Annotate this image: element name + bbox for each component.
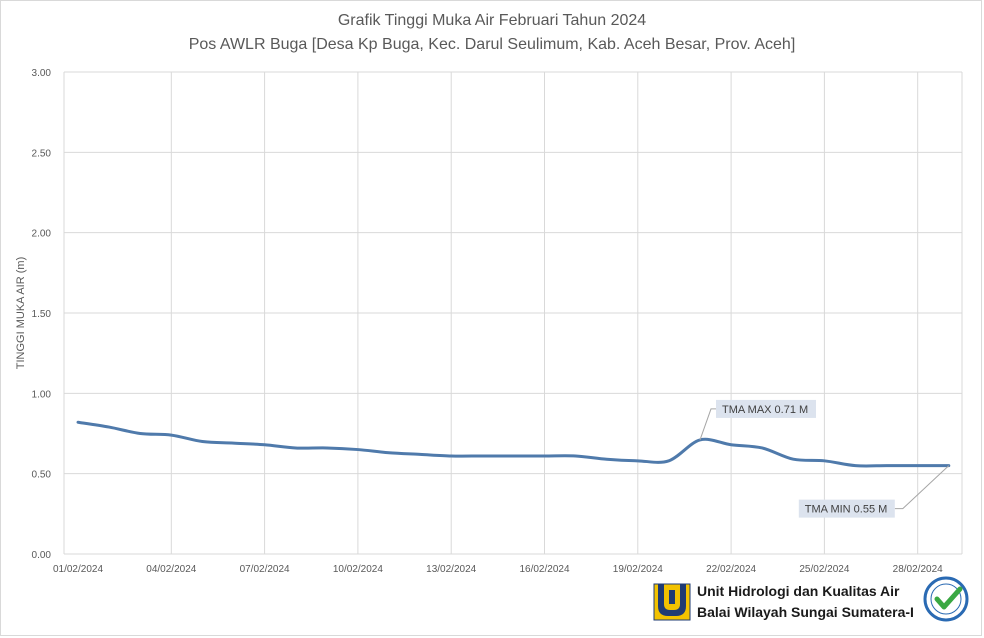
grid-lines (64, 71, 963, 554)
certified-badge-icon (923, 576, 969, 622)
x-tick-label: 10/02/2024 (333, 564, 383, 575)
callout-text: TMA MIN 0.55 M (805, 504, 888, 516)
pu-logo (653, 583, 691, 621)
footer-office-name: Balai Wilayah Sungai Sumatera-I (697, 604, 914, 620)
y-tick-label: 0.50 (32, 470, 52, 481)
chart-subtitle: Pos AWLR Buga [Desa Kp Buga, Kec. Darul … (188, 36, 796, 53)
chart-title: Grafik Tinggi Muka Air Februari Tahun 20… (337, 12, 647, 29)
y-tick-label: 1.50 (32, 309, 52, 320)
y-tick-label: 3.00 (32, 68, 52, 79)
y-tick-label: 0.00 (32, 550, 52, 561)
leader-line (894, 465, 950, 510)
leader-line (699, 408, 716, 441)
min-annotation: TMA MIN 0.55 M (798, 465, 950, 518)
footer-unit-name: Unit Hidrologi dan Kualitas Air (697, 583, 900, 599)
x-tick-label: 01/02/2024 (53, 564, 103, 575)
y-tick-label: 2.00 (32, 229, 52, 240)
series-layer (76, 420, 951, 468)
y-axis-label: TINGGI MUKA AIR (m) (15, 257, 27, 369)
x-tick-label: 19/02/2024 (613, 564, 663, 575)
y-tick-label: 1.00 (32, 389, 52, 400)
x-tick-label: 13/02/2024 (426, 564, 476, 575)
y-tick-labels: 0.00 0.50 1.00 1.50 2.00 2.50 3.00 (32, 68, 52, 561)
x-tick-label: 22/02/2024 (706, 564, 756, 575)
x-tick-label: 25/02/2024 (799, 564, 849, 575)
x-tick-label: 16/02/2024 (519, 564, 569, 575)
callout-box (798, 499, 895, 518)
annotations: TMA MAX 0.71 M TMA MIN 0.55 M (699, 399, 950, 518)
series-line (76, 420, 951, 468)
axes (63, 72, 962, 555)
x-tick-label: 04/02/2024 (146, 564, 196, 575)
x-tick-labels: 01/02/2024 04/02/2024 07/02/2024 10/02/2024… (53, 564, 943, 575)
x-tick-label: 28/02/2024 (893, 564, 943, 575)
callout-text: TMA MAX 0.71 M (722, 404, 808, 416)
x-tick-label: 07/02/2024 (240, 564, 290, 575)
y-tick-label: 2.50 (32, 148, 52, 159)
max-annotation: TMA MAX 0.71 M (699, 399, 816, 441)
callout-box (716, 399, 816, 418)
